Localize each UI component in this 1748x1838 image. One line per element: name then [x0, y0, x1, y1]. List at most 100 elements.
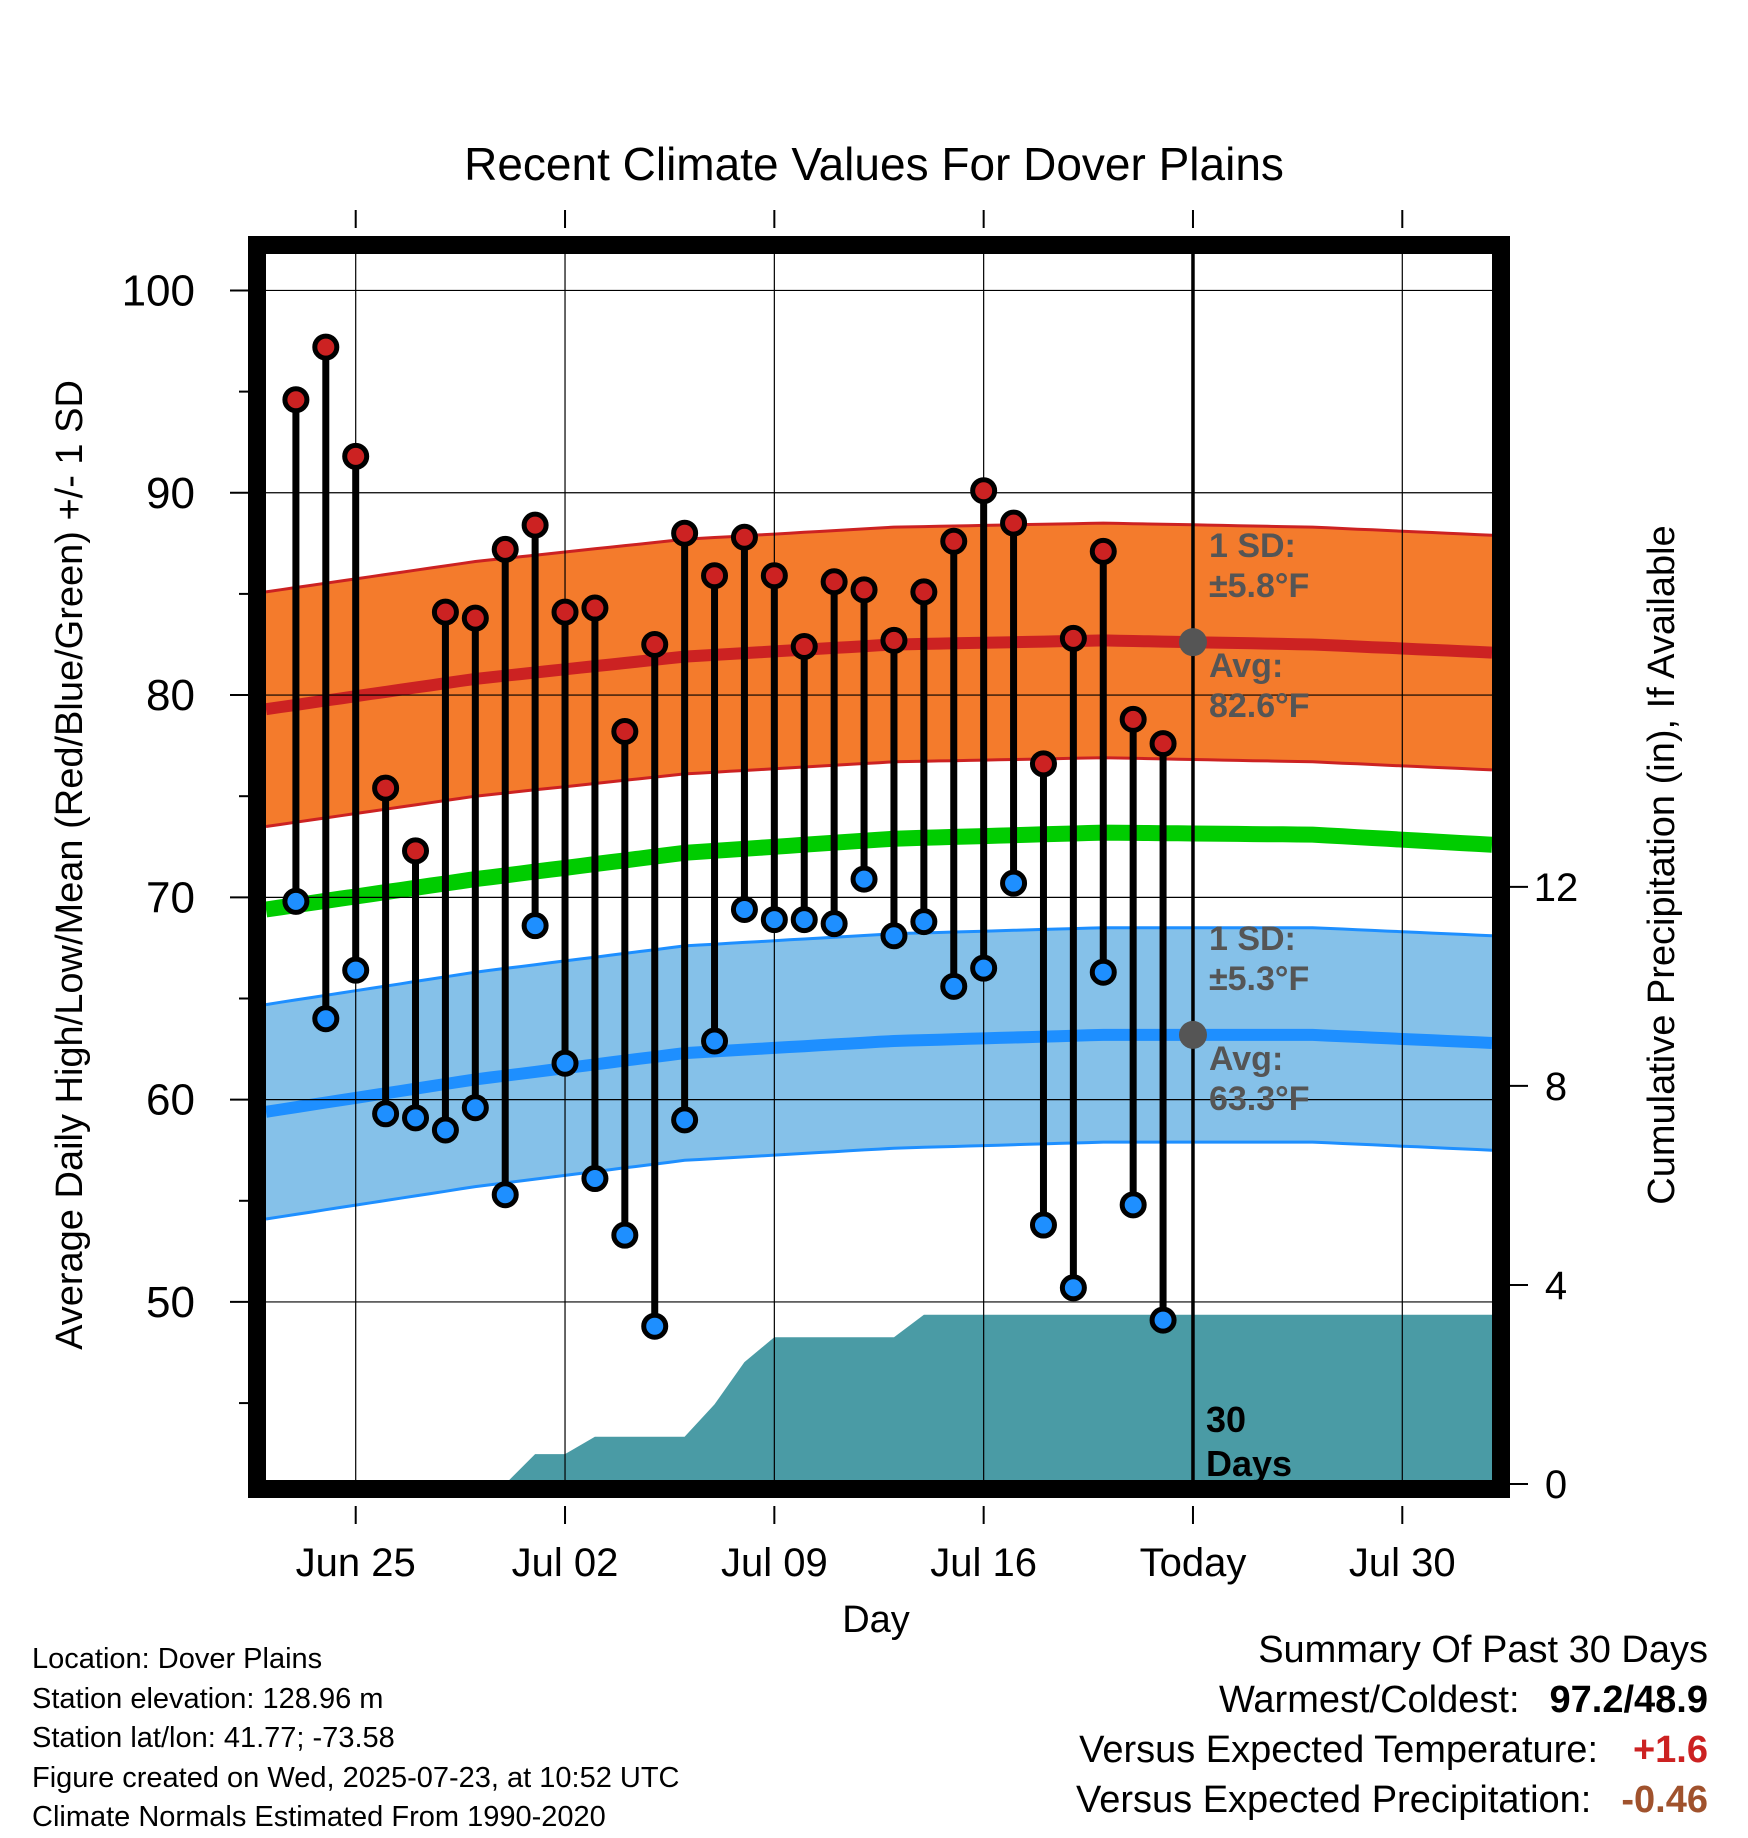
x-tick-label: Jun 25: [296, 1541, 416, 1585]
obs-high-point: [342, 442, 370, 470]
precip-label: Versus Expected Precipitation:: [1075, 1779, 1592, 1821]
precip-area: [505, 1314, 1492, 1484]
obs-low-point: [312, 1005, 340, 1033]
normals-text: Climate Normals Estimated From 1990-2020: [32, 1801, 606, 1833]
obs-high-point: [491, 535, 519, 563]
normal-low-band: [266, 927, 1492, 1219]
obs-low-point: [551, 1049, 579, 1077]
y-tick-label: 80: [146, 671, 195, 720]
today-low-avg-marker: [1178, 1020, 1207, 1049]
precip-value: -0.46: [1621, 1779, 1708, 1821]
x-tick-label: Jul 02: [512, 1541, 619, 1585]
normal-high-band: [266, 523, 1492, 827]
obs-high-point: [461, 604, 489, 632]
normal-low-line: [265, 1028, 1493, 1118]
obs-high-point: [1119, 705, 1147, 733]
obs-high-point: [910, 578, 938, 606]
y-tick-label: 70: [146, 873, 195, 922]
obs-low-point: [1059, 1274, 1087, 1302]
normal-low-band-upper: [265, 926, 1493, 1007]
obs-low-point: [641, 1312, 669, 1340]
obs-low-point: [611, 1221, 639, 1249]
obs-high-point: [701, 562, 729, 590]
obs-low-point: [1000, 869, 1028, 897]
x-tick-label: Jul 30: [1349, 1541, 1456, 1585]
y-axis-label-right: Cumulative Precipitation (in), If Availa…: [1641, 525, 1683, 1204]
obs-high-point: [730, 523, 758, 551]
obs-high-point: [402, 837, 430, 865]
obs-high-point: [820, 568, 848, 596]
warmest-coldest-label: Warmest/Coldest:: [1218, 1679, 1520, 1721]
obs-high-point: [611, 717, 639, 745]
summary-temp: Versus Expected Temperature: +1.6: [1076, 1725, 1708, 1775]
y-tick-label: 100: [122, 266, 195, 315]
y-tick-label: 50: [146, 1278, 195, 1327]
elevation-text: Station elevation: 128.96 m: [32, 1682, 384, 1715]
obs-low-point: [760, 906, 788, 934]
summary-precip: Versus Expected Precipitation: -0.46: [1076, 1775, 1708, 1825]
obs-high-point: [581, 594, 609, 622]
latlon-text: Station lat/lon: 41.77; -73.58: [32, 1722, 395, 1754]
obs-low-point: [671, 1106, 699, 1134]
obs-low-point: [730, 895, 758, 923]
normal-mean-line: [264, 824, 1493, 918]
y-axis-label-left: Average Daily High/Low/Mean (Red/Blue/Gr…: [49, 380, 91, 1350]
high-avg-label: Avg: 82.6°F: [1209, 647, 1310, 725]
normal-low-band-lower: [265, 1140, 1493, 1221]
obs-low-point: [1149, 1306, 1177, 1334]
obs-low-point: [581, 1165, 609, 1193]
x-axis-label: Day: [842, 1599, 910, 1641]
temp-label: Versus Expected Temperature:: [1079, 1729, 1598, 1771]
normal-high-band-lower: [265, 756, 1493, 828]
x-tick-label: Jul 09: [721, 1541, 828, 1585]
obs-high-point: [372, 774, 400, 802]
temp-value: +1.6: [1632, 1729, 1708, 1771]
summary-heading: Summary Of Past 30 Days: [1258, 1629, 1708, 1671]
obs-high-point: [760, 562, 788, 590]
summary-panel: Summary Of Past 30 Days Warmest/Coldest:…: [1076, 1625, 1708, 1825]
low-avg-label: Avg: 63.3°F: [1209, 1040, 1310, 1118]
obs-low-point: [880, 922, 908, 950]
y-tick-label: 90: [146, 469, 195, 518]
obs-low-point: [521, 912, 549, 940]
obs-high-point: [431, 598, 459, 626]
obs-low-point: [372, 1100, 400, 1128]
obs-high-point: [970, 477, 998, 505]
obs-low-point: [1029, 1211, 1057, 1239]
y-tick-label: 60: [146, 1076, 195, 1125]
summary-warmest-coldest: Warmest/Coldest: 97.2/48.9: [1076, 1675, 1708, 1725]
x-tick-label: Jul 16: [930, 1541, 1037, 1585]
obs-low-point: [282, 887, 310, 915]
obs-high-point: [282, 386, 310, 414]
today-high-avg-marker: [1178, 628, 1207, 657]
days-label: 30 Days: [1206, 1399, 1292, 1484]
y-right-tick-label: 8: [1545, 1065, 1567, 1109]
y-right-tick-label: 12: [1534, 866, 1579, 910]
obs-low-point: [461, 1094, 489, 1122]
obs-low-point: [970, 954, 998, 982]
obs-high-point: [671, 519, 699, 547]
obs-high-point: [850, 576, 878, 604]
obs-low-point: [790, 906, 818, 934]
created-text: Figure created on Wed, 2025-07-23, at 10…: [32, 1761, 680, 1794]
obs-low-point: [491, 1181, 519, 1209]
low-sd-label: 1 SD: ±5.3°F: [1209, 920, 1309, 998]
obs-high-point: [880, 626, 908, 654]
obs-high-point: [1059, 624, 1087, 652]
obs-high-point: [1089, 537, 1117, 565]
high-sd-label: 1 SD: ±5.8°F: [1209, 527, 1309, 605]
location-text: Location: Dover Plains: [32, 1643, 323, 1675]
obs-high-point: [1029, 750, 1057, 778]
obs-high-point: [521, 511, 549, 539]
y-right-tick-label: 4: [1545, 1264, 1567, 1308]
obs-high-point: [1149, 730, 1177, 758]
obs-low-point: [402, 1104, 430, 1132]
obs-low-point: [1119, 1191, 1147, 1219]
obs-high-point: [790, 632, 818, 660]
obs-high-point: [940, 527, 968, 555]
obs-low-point: [850, 865, 878, 893]
obs-high-point: [551, 598, 579, 626]
normal-high-line: [265, 634, 1493, 716]
obs-low-point: [1089, 958, 1117, 986]
